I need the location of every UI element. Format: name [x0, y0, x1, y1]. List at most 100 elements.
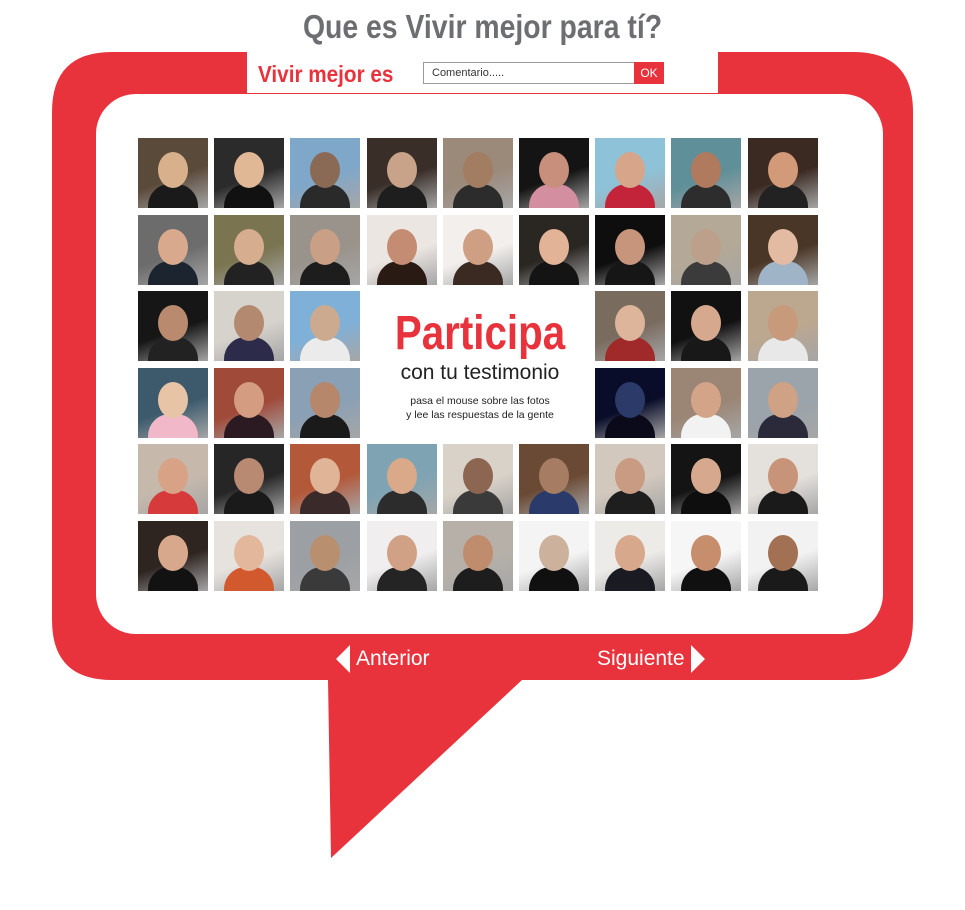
testimonial-photo[interactable] [595, 291, 665, 361]
testimonial-photo[interactable] [748, 291, 818, 361]
testimonial-photo[interactable] [290, 521, 360, 591]
testimonial-photo[interactable] [138, 291, 208, 361]
person-torso [681, 337, 731, 361]
person-torso [529, 184, 579, 208]
comment-input[interactable] [423, 62, 634, 84]
person-torso [148, 261, 198, 285]
testimonial-photo[interactable] [748, 215, 818, 285]
next-button[interactable]: Siguiente [597, 645, 705, 673]
person-face [691, 152, 721, 188]
testimonial-photo[interactable] [138, 215, 208, 285]
person-face [234, 229, 264, 265]
testimonial-photo[interactable] [595, 215, 665, 285]
testimonial-photo[interactable] [214, 215, 284, 285]
testimonial-photo[interactable] [367, 215, 437, 285]
person-face [387, 458, 417, 494]
person-torso [300, 490, 350, 514]
testimonial-photo[interactable] [443, 138, 513, 208]
testimonial-photo[interactable] [290, 291, 360, 361]
testimonial-photo[interactable] [367, 521, 437, 591]
person-face [463, 229, 493, 265]
testimonial-photo[interactable] [367, 138, 437, 208]
person-torso [758, 567, 808, 591]
testimonial-photo[interactable] [671, 215, 741, 285]
testimonial-photo[interactable] [443, 521, 513, 591]
person-face [615, 305, 645, 341]
person-torso [605, 490, 655, 514]
person-face [158, 152, 188, 188]
person-face [691, 229, 721, 265]
testimonial-photo[interactable] [443, 215, 513, 285]
person-torso [605, 414, 655, 438]
person-torso [148, 184, 198, 208]
person-face [463, 152, 493, 188]
person-face [310, 152, 340, 188]
testimonial-photo[interactable] [671, 138, 741, 208]
previous-label: Anterior [356, 647, 430, 670]
testimonial-photo[interactable] [443, 444, 513, 514]
testimonial-photo[interactable] [214, 521, 284, 591]
testimonial-photo[interactable] [671, 521, 741, 591]
testimonial-photo[interactable] [519, 521, 589, 591]
testimonial-photo[interactable] [519, 444, 589, 514]
testimonial-photo[interactable] [214, 444, 284, 514]
person-torso [224, 184, 274, 208]
testimonial-photo[interactable] [214, 291, 284, 361]
testimonial-photo[interactable] [214, 138, 284, 208]
photo-gallery: Participa con tu testimonio pasa el mous… [138, 138, 822, 592]
participate-hint-line2: y lee las respuestas de la gente [406, 409, 554, 421]
person-face [768, 382, 798, 418]
person-torso [681, 567, 731, 591]
previous-button[interactable]: Anterior [336, 645, 430, 673]
person-torso [148, 414, 198, 438]
testimonial-photo[interactable] [595, 521, 665, 591]
testimonial-photo[interactable] [290, 444, 360, 514]
person-face [158, 382, 188, 418]
participate-hint-line1: pasa el mouse sobre las fotos [410, 395, 550, 407]
testimonial-photo[interactable] [595, 368, 665, 438]
person-torso [758, 184, 808, 208]
testimonial-photo[interactable] [214, 368, 284, 438]
testimonial-photo[interactable] [748, 138, 818, 208]
testimonial-photo[interactable] [290, 368, 360, 438]
person-face [158, 305, 188, 341]
person-face [310, 535, 340, 571]
testimonial-photo[interactable] [138, 138, 208, 208]
testimonial-photo[interactable] [748, 368, 818, 438]
testimonial-photo[interactable] [138, 368, 208, 438]
person-torso [148, 567, 198, 591]
testimonial-photo[interactable] [748, 444, 818, 514]
person-torso [605, 567, 655, 591]
next-label: Siguiente [597, 647, 685, 670]
person-torso [681, 490, 731, 514]
testimonial-photo[interactable] [595, 138, 665, 208]
arrow-left-icon [336, 645, 350, 673]
participate-headline: Participa [394, 307, 566, 360]
person-face [768, 152, 798, 188]
testimonial-photo[interactable] [290, 138, 360, 208]
participate-subline: con tu testimonio [400, 361, 560, 384]
person-torso [453, 567, 503, 591]
person-torso [529, 567, 579, 591]
testimonial-photo[interactable] [748, 521, 818, 591]
testimonial-photo[interactable] [671, 444, 741, 514]
person-torso [605, 184, 655, 208]
person-face [768, 229, 798, 265]
testimonial-photo[interactable] [519, 215, 589, 285]
testimonial-photo[interactable] [138, 521, 208, 591]
testimonial-photo[interactable] [367, 444, 437, 514]
testimonial-photo[interactable] [671, 368, 741, 438]
person-face [691, 535, 721, 571]
testimonial-photo[interactable] [290, 215, 360, 285]
person-torso [148, 337, 198, 361]
person-face [691, 382, 721, 418]
testimonial-photo[interactable] [519, 138, 589, 208]
testimonial-photo[interactable] [671, 291, 741, 361]
person-face [539, 458, 569, 494]
person-torso [377, 261, 427, 285]
testimonial-photo[interactable] [595, 444, 665, 514]
person-face [539, 535, 569, 571]
person-face [310, 229, 340, 265]
testimonial-photo[interactable] [138, 444, 208, 514]
submit-comment-button[interactable]: OK [634, 62, 664, 84]
